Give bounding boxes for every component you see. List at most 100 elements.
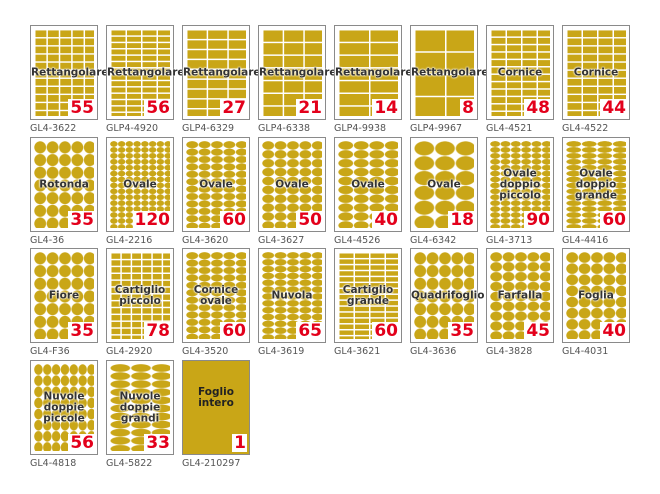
label-count: 48 — [524, 98, 551, 118]
product-code: GL4-2920 — [106, 346, 153, 357]
shape-name-line: Rettangolare — [411, 66, 489, 78]
shape-name-line: doppie — [119, 401, 161, 413]
label-count: 35 — [448, 321, 475, 341]
shape-name-line: Ovale — [427, 178, 461, 190]
shape-name: Cornice ovale — [183, 283, 249, 307]
shape-name: Rettangolare — [107, 67, 185, 78]
shape-name-line: ovale — [200, 294, 232, 307]
shape-name: Ovale — [335, 179, 401, 190]
shape-name-line: Cornice — [573, 66, 619, 78]
label-count: 33 — [144, 433, 171, 453]
shape-name: Ovale — [107, 179, 173, 190]
shape-name-line: Rettangolare — [183, 66, 261, 78]
label-sheet: Ovale 60 — [182, 137, 250, 232]
shape-name-line: doppie — [43, 401, 85, 413]
shape-name: Nuvole doppie grandi — [107, 391, 173, 424]
label-sheet: Rotonda 35 — [30, 137, 98, 232]
sheet-pattern — [34, 364, 94, 451]
sheet-pattern — [186, 141, 246, 228]
product-code: GL4-36 — [30, 235, 65, 246]
shape-name-line: Quadrifoglio — [411, 289, 485, 301]
product-code: GL4-3627 — [258, 235, 305, 246]
label-count: 18 — [448, 210, 475, 230]
shape-name-line: Fiore — [48, 289, 80, 301]
shape-name: Foglio intero — [183, 387, 249, 409]
label-count: 60 — [220, 210, 247, 230]
sheet-pattern — [34, 29, 94, 116]
product-code: GL4-3621 — [334, 346, 381, 357]
product-code: GLP4-9967 — [410, 123, 463, 134]
label-sheet: Foglia 40 — [562, 248, 630, 343]
shape-name: Rettangolare — [31, 66, 109, 78]
shape-name: Ovale doppio piccolo — [487, 168, 553, 201]
product-code: GLP4-6338 — [258, 123, 311, 134]
label-sheet: Rettangolare 21 — [258, 25, 337, 120]
shape-name: Rettangolare — [411, 66, 489, 78]
label-sheet: Foglio intero 1 — [182, 360, 250, 455]
product-code: GL4-2216 — [106, 235, 153, 246]
label-sheet: Nuvola 65 — [258, 248, 326, 343]
label-count: 60 — [372, 321, 399, 341]
shape-name-line: Foglia — [578, 289, 614, 301]
shape-name: Farfalla — [487, 290, 553, 301]
sheet-pattern — [414, 252, 474, 339]
product-code: GLP4-6329 — [182, 123, 235, 134]
product-code: GL4-4818 — [30, 458, 77, 469]
label-sheet: Rettangolare 55 — [30, 25, 109, 120]
label-sheet: Cartiglio grande 60 — [334, 248, 402, 343]
label-count: 55 — [68, 98, 95, 118]
shape-name: Cartiglio piccolo — [107, 284, 173, 307]
label-sheet: Cornice 48 — [486, 25, 554, 120]
shape-name: Foglia — [563, 290, 629, 301]
shape-name-line: Cornice — [193, 283, 239, 296]
shape-name: Rettangolare — [183, 66, 261, 78]
shape-name: Cartiglio grande — [335, 284, 401, 307]
shape-name-line: Foglio — [198, 386, 234, 399]
product-code: GL4-5822 — [106, 458, 153, 469]
shape-name-line: Nuvole — [43, 390, 85, 402]
label-sheet: Rettangolare 27 — [182, 25, 261, 120]
shape-name-line: Rettangolare — [31, 66, 109, 78]
label-count: 21 — [296, 98, 323, 118]
product-code: GLP4-9938 — [334, 123, 387, 134]
label-sheet: Rettangolare 8 — [410, 25, 489, 120]
product-code: GL4-3622 — [30, 123, 77, 134]
shape-name: Ovale — [259, 179, 325, 190]
shape-name: Quadrifoglio — [411, 289, 485, 301]
shape-name: Rettangolare — [259, 67, 337, 78]
label-sheet: Nuvole doppie grandi 33 — [106, 360, 174, 455]
shape-name-line: Rettangolare — [335, 66, 413, 78]
shape-name-line: Nuvola — [271, 289, 313, 301]
product-code: GL4-4521 — [486, 123, 533, 134]
shape-name-line: doppio — [575, 178, 617, 190]
label-count: 90 — [524, 210, 551, 230]
product-code: GL4-4526 — [334, 235, 381, 246]
label-count: 65 — [296, 321, 323, 341]
shape-name-line: Ovale — [123, 178, 157, 190]
label-count: 35 — [68, 210, 95, 230]
label-count: 78 — [144, 321, 171, 341]
shape-name-line: doppio — [499, 178, 541, 190]
label-count: 40 — [600, 321, 627, 341]
product-code: GL4-3636 — [410, 346, 457, 357]
label-sheet: Nuvole doppie piccole 56 — [30, 360, 98, 455]
label-sheet: Cornice ovale 60 — [182, 248, 250, 343]
label-sheet: Cartiglio piccolo 78 — [106, 248, 174, 343]
shape-name-line: intero — [198, 397, 234, 410]
shape-name-line: Ovale — [503, 167, 537, 179]
label-count: 60 — [600, 210, 627, 230]
shape-name-line: Ovale — [199, 178, 233, 190]
label-count: 27 — [220, 98, 247, 118]
label-count: 50 — [296, 210, 323, 230]
label-count: 40 — [372, 210, 399, 230]
shape-name-line: Cornice — [497, 66, 543, 78]
shape-name-line: Ovale — [579, 167, 613, 179]
label-count: 56 — [144, 98, 171, 118]
product-code: GL4-3619 — [258, 346, 305, 357]
shape-name: Nuvole doppie piccole — [31, 391, 97, 424]
label-sheet: Ovale doppio piccolo 90 — [486, 137, 554, 232]
shape-name: Ovale — [411, 179, 477, 190]
product-code: GL4-3620 — [182, 235, 229, 246]
label-sheet: Rettangolare 14 — [334, 25, 413, 120]
shape-name-line: grandi — [120, 412, 160, 424]
